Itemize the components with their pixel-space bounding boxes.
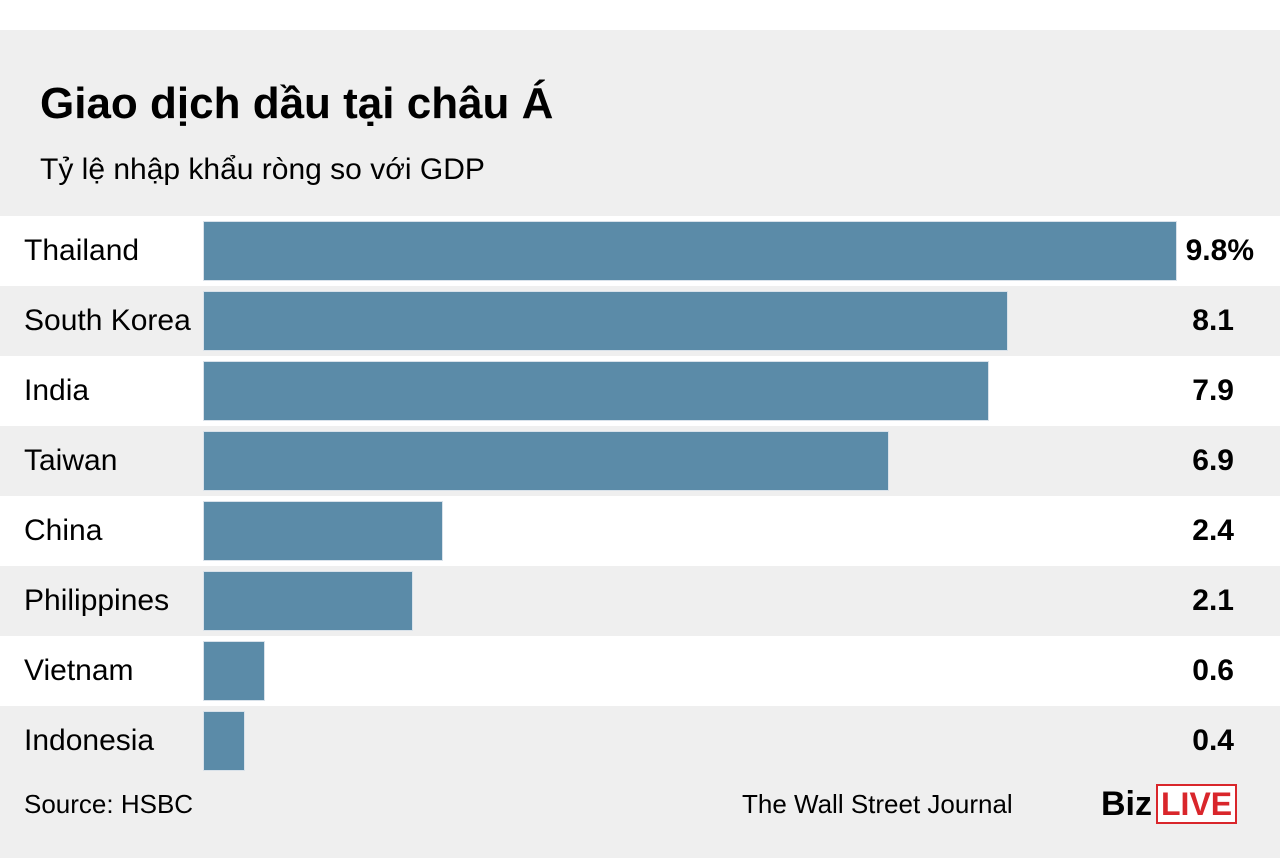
chart-row: Thailand 9.8% <box>0 216 1280 286</box>
value-label: 2.4 <box>1192 514 1234 547</box>
bar <box>204 222 1176 280</box>
chart-title: Giao dịch dầu tại châu Á <box>40 79 554 128</box>
publisher-credit: The Wall Street Journal <box>742 789 1013 819</box>
chart-row: Vietnam 0.6 <box>0 636 1280 706</box>
bizlive-logo: Biz LIVE <box>1101 784 1238 824</box>
category-label: Philippines <box>24 584 170 617</box>
bar <box>204 292 1007 350</box>
value-label: 0.4 <box>1192 724 1234 757</box>
logo-biz-text: Biz <box>1101 784 1152 823</box>
bar <box>204 502 442 560</box>
chart-row: Taiwan 6.9 <box>0 426 1280 496</box>
chart-row: India 7.9 <box>0 356 1280 426</box>
bar <box>204 572 412 630</box>
value-label: 2.1 <box>1192 584 1234 617</box>
chart-row: China 2.4 <box>0 496 1280 566</box>
value-label: 6.9 <box>1192 444 1234 477</box>
source-note: Source: HSBC <box>24 789 194 819</box>
value-label: 8.1 <box>1192 304 1234 337</box>
chart-row: South Korea 8.1 <box>0 286 1280 356</box>
bar <box>204 432 888 490</box>
category-label: Thailand <box>24 234 140 267</box>
bar <box>204 712 244 770</box>
chart-row: Philippines 2.1 <box>0 566 1280 636</box>
category-label: India <box>24 374 90 407</box>
value-label: 0.6 <box>1192 654 1234 687</box>
category-label: South Korea <box>24 304 191 337</box>
category-label: Taiwan <box>24 444 118 477</box>
category-label: China <box>24 514 103 547</box>
category-label: Indonesia <box>24 724 155 757</box>
bar <box>204 642 264 700</box>
chart-row: Indonesia 0.4 <box>0 706 1280 776</box>
logo-live-text: LIVE <box>1156 784 1238 824</box>
bar-chart: Thailand 9.8% South Korea 8.1 India 7.9 Taiwan… <box>0 216 1280 776</box>
value-label: 7.9 <box>1192 374 1234 407</box>
category-label: Vietnam <box>24 654 134 687</box>
chart-subtitle: Tỷ lệ nhập khẩu ròng so với GDP <box>40 153 485 186</box>
value-label: 9.8% <box>1185 234 1254 267</box>
bar <box>204 362 988 420</box>
